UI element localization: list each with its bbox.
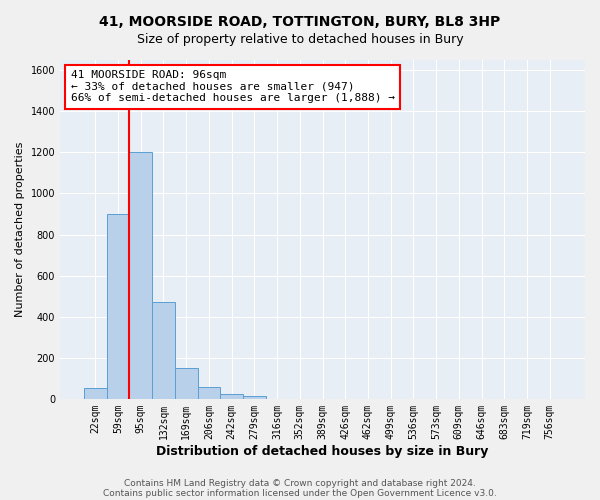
Text: 41, MOORSIDE ROAD, TOTTINGTON, BURY, BL8 3HP: 41, MOORSIDE ROAD, TOTTINGTON, BURY, BL8…: [100, 15, 500, 29]
Bar: [107, 214, 130, 399]
Bar: [220, 394, 243, 399]
Text: Contains public sector information licensed under the Open Government Licence v3: Contains public sector information licen…: [103, 488, 497, 498]
Bar: [130, 152, 152, 399]
Bar: [175, 368, 197, 399]
Text: Contains HM Land Registry data © Crown copyright and database right 2024.: Contains HM Land Registry data © Crown c…: [124, 478, 476, 488]
X-axis label: Distribution of detached houses by size in Bury: Distribution of detached houses by size …: [157, 444, 489, 458]
Text: Size of property relative to detached houses in Bury: Size of property relative to detached ho…: [137, 32, 463, 46]
Y-axis label: Number of detached properties: Number of detached properties: [15, 142, 25, 317]
Bar: [84, 388, 107, 399]
Bar: [243, 396, 266, 399]
Text: 41 MOORSIDE ROAD: 96sqm
← 33% of detached houses are smaller (947)
66% of semi-d: 41 MOORSIDE ROAD: 96sqm ← 33% of detache…: [71, 70, 395, 103]
Bar: [152, 302, 175, 399]
Bar: [197, 386, 220, 399]
